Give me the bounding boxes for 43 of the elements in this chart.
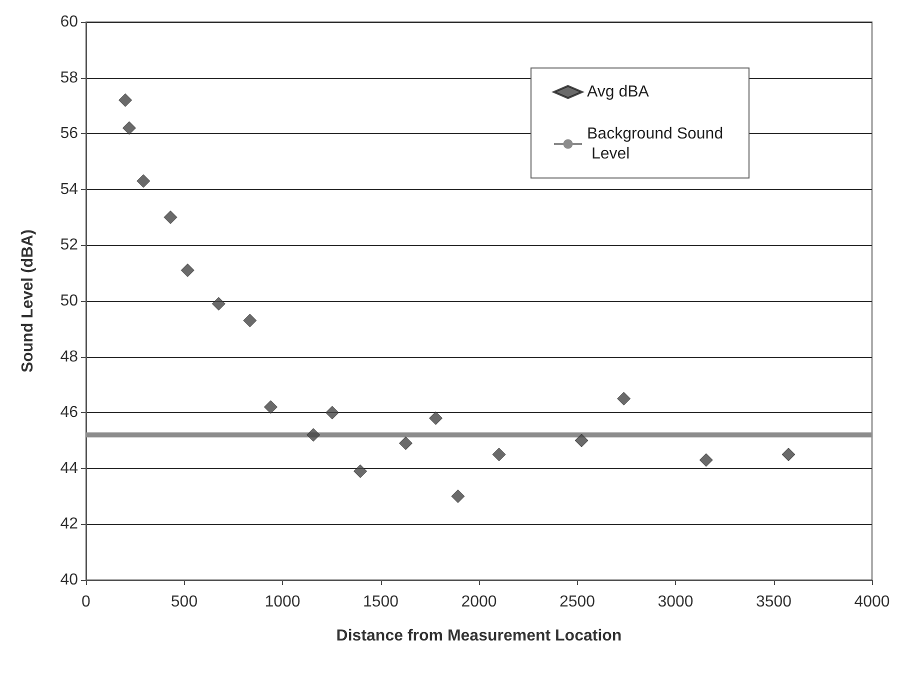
point — [451, 490, 465, 504]
x-tick-label: 0 — [82, 594, 91, 610]
point — [264, 400, 278, 414]
x-tick-label: 1500 — [362, 594, 399, 610]
y-tick-label: 48 — [60, 348, 78, 366]
point — [354, 464, 368, 478]
y-tick-label: 46 — [60, 404, 78, 422]
point — [782, 448, 796, 462]
legend-label: Avg dBA — [587, 84, 650, 100]
x-tick-label: 1000 — [264, 594, 300, 610]
y-tick-label: 54 — [60, 180, 78, 198]
point — [164, 210, 178, 224]
point — [243, 314, 257, 328]
point — [492, 448, 506, 462]
y-tick-label: 44 — [60, 460, 78, 477]
point — [699, 453, 713, 467]
point — [574, 434, 588, 448]
point — [212, 297, 226, 311]
point — [180, 264, 194, 278]
point — [429, 411, 443, 425]
x-tick-label: 3500 — [756, 594, 792, 610]
y-tick-label: 40 — [60, 572, 78, 588]
y-tick-label: 52 — [60, 236, 78, 254]
y-tick-label: 56 — [60, 125, 78, 142]
x-tick-label: 2000 — [461, 594, 497, 610]
legend-label: Background Sound Level — [587, 126, 724, 162]
x-axis-title: Distance from Measurement Location — [336, 628, 622, 644]
x-tick-label: 3000 — [658, 594, 694, 610]
x-tick-label: 2500 — [559, 594, 596, 610]
x-tick-label: 4000 — [854, 594, 890, 610]
y-axis-title: Sound Level (dBA) — [20, 229, 36, 373]
y-tick-label: 60 — [60, 14, 78, 30]
point — [325, 406, 339, 420]
y-tick-label: 42 — [60, 516, 78, 533]
point — [306, 428, 320, 442]
point — [122, 121, 136, 135]
point — [617, 392, 631, 406]
point — [398, 436, 412, 450]
y-tick-label: 50 — [60, 292, 78, 310]
y-tick-label: 58 — [60, 69, 78, 86]
point — [136, 174, 150, 188]
x-tick-label: 500 — [170, 594, 198, 610]
point — [118, 93, 132, 107]
